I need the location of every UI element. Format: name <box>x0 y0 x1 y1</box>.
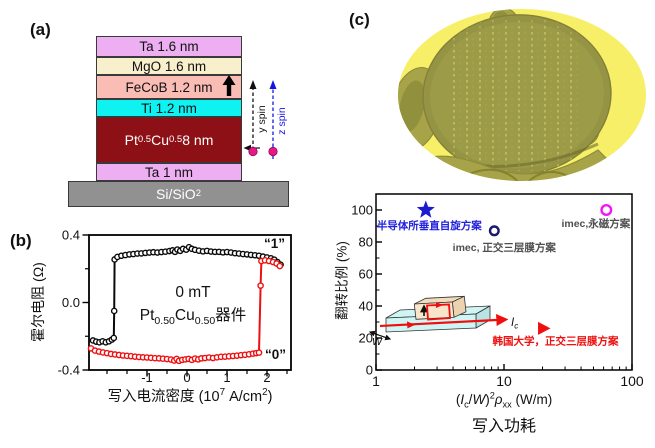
wafer-disc <box>422 14 612 176</box>
svg-text:0: 0 <box>366 363 373 378</box>
plot-c-axes: 1 10 100 0 20 40 60 80 100 <box>351 203 644 390</box>
panel-c-label: (c) <box>349 10 370 29</box>
plot-c-y-axis-title: 翻转比例 (%) <box>334 241 350 320</box>
layer-2: FeCoB 1.2 nm <box>96 75 242 99</box>
data-point-label-0: 半导体所垂直自旋方案 <box>377 219 482 232</box>
series-sweep-decreasing <box>89 243 284 346</box>
wafer-die-stripes <box>453 20 578 171</box>
data-point-3: 韩国大学，正交三层膜方案 <box>493 321 619 347</box>
z-spin-arrow-icon <box>268 80 278 159</box>
svg-text:10: 10 <box>496 373 512 389</box>
data-point-1: imec, 正交三层膜方案 <box>453 225 557 254</box>
layer-0: Ta 1.6 nm <box>96 36 242 57</box>
substrate-layer: Si/SiO 2 <box>68 181 289 207</box>
svg-text:80: 80 <box>359 235 373 250</box>
layer-stack: Ta 1.6 nm MgO 1.6 nm FeCoB 1.2 nm Ti 1.2 nm… <box>96 0 242 181</box>
z-spin-label: z spin <box>276 107 288 135</box>
state-1-annotation: “1” <box>264 236 286 251</box>
svg-text:40: 40 <box>359 299 373 314</box>
data-point-2: imec,永磁方案 <box>561 204 631 230</box>
svg-text:100: 100 <box>351 203 373 218</box>
svg-text:60: 60 <box>359 267 373 282</box>
plot-c-x-axis-subtitle: 写入功耗 <box>471 418 536 435</box>
layer-1: MgO 1.6 nm <box>96 57 242 75</box>
data-point-label-3: 韩国大学，正交三层膜方案 <box>493 334 619 347</box>
svg-text:1: 1 <box>372 373 380 389</box>
benchmark-scatter-chart: Ic W 1 10 100 0 20 40 60 80 100 半导体所垂直自旋方案 imec, 正… <box>351 193 644 390</box>
magnetization-up-arrow-icon <box>222 75 236 96</box>
layer-5: Ta 1 nm <box>96 163 242 181</box>
plot-c-x-axis-title: (Ic/W)2ρxx (W/m) <box>455 390 553 410</box>
plot-b-x-axis-title: 写入电流密度 (107 A/cm2) <box>107 387 273 405</box>
layer-4: Pt 0.5 Cu 0.5 8 nm <box>96 117 242 163</box>
layer-3: Ti 1.2 nm <box>96 99 242 117</box>
plot-b-axes: -1 0 1 2 0.4 0.0 -0.4 <box>58 228 288 385</box>
panel-b-label: (b) <box>10 231 32 250</box>
wafer-photo <box>398 9 646 181</box>
plot-b-field-annotation: 0 mT <box>175 284 211 301</box>
hall-hysteresis-chart: -1 0 1 2 0.4 0.0 -0.4 <box>58 228 292 385</box>
inset-width-label: W <box>372 336 383 348</box>
inset-current-arrow <box>379 313 509 328</box>
svg-text:-0.4: -0.4 <box>58 363 80 378</box>
series-sweep-increasing <box>87 257 284 365</box>
data-point-label-2: imec,永磁方案 <box>561 217 630 230</box>
svg-text:1: 1 <box>223 370 230 385</box>
inset-width-arrow <box>368 330 392 341</box>
plot-b-y-axis-title: 霍尔电阻 (Ω) <box>30 262 46 342</box>
svg-text:20: 20 <box>359 331 373 346</box>
y-spin-label: y spin <box>256 105 268 133</box>
y-spin-arrow-icon <box>243 80 260 157</box>
state-0-annotation: “0” <box>265 347 287 362</box>
svg-text:0: 0 <box>183 370 190 385</box>
spin-arrows <box>243 80 278 159</box>
svg-text:0.4: 0.4 <box>62 228 80 243</box>
panel-a-label: (a) <box>30 20 51 39</box>
inset-current-label: Ic <box>511 317 518 331</box>
svg-text:2: 2 <box>263 370 270 385</box>
inset-device-schematic: Ic W <box>368 295 518 348</box>
svg-text:100: 100 <box>620 373 644 389</box>
svg-text:0.0: 0.0 <box>62 295 80 310</box>
svg-text:-1: -1 <box>141 370 153 385</box>
data-point-0: 半导体所垂直自旋方案 <box>377 200 482 232</box>
plot-b-device-annotation: Pt0.50Cu0.50器件 <box>139 307 247 328</box>
data-point-label-1: imec, 正交三层膜方案 <box>453 241 557 254</box>
